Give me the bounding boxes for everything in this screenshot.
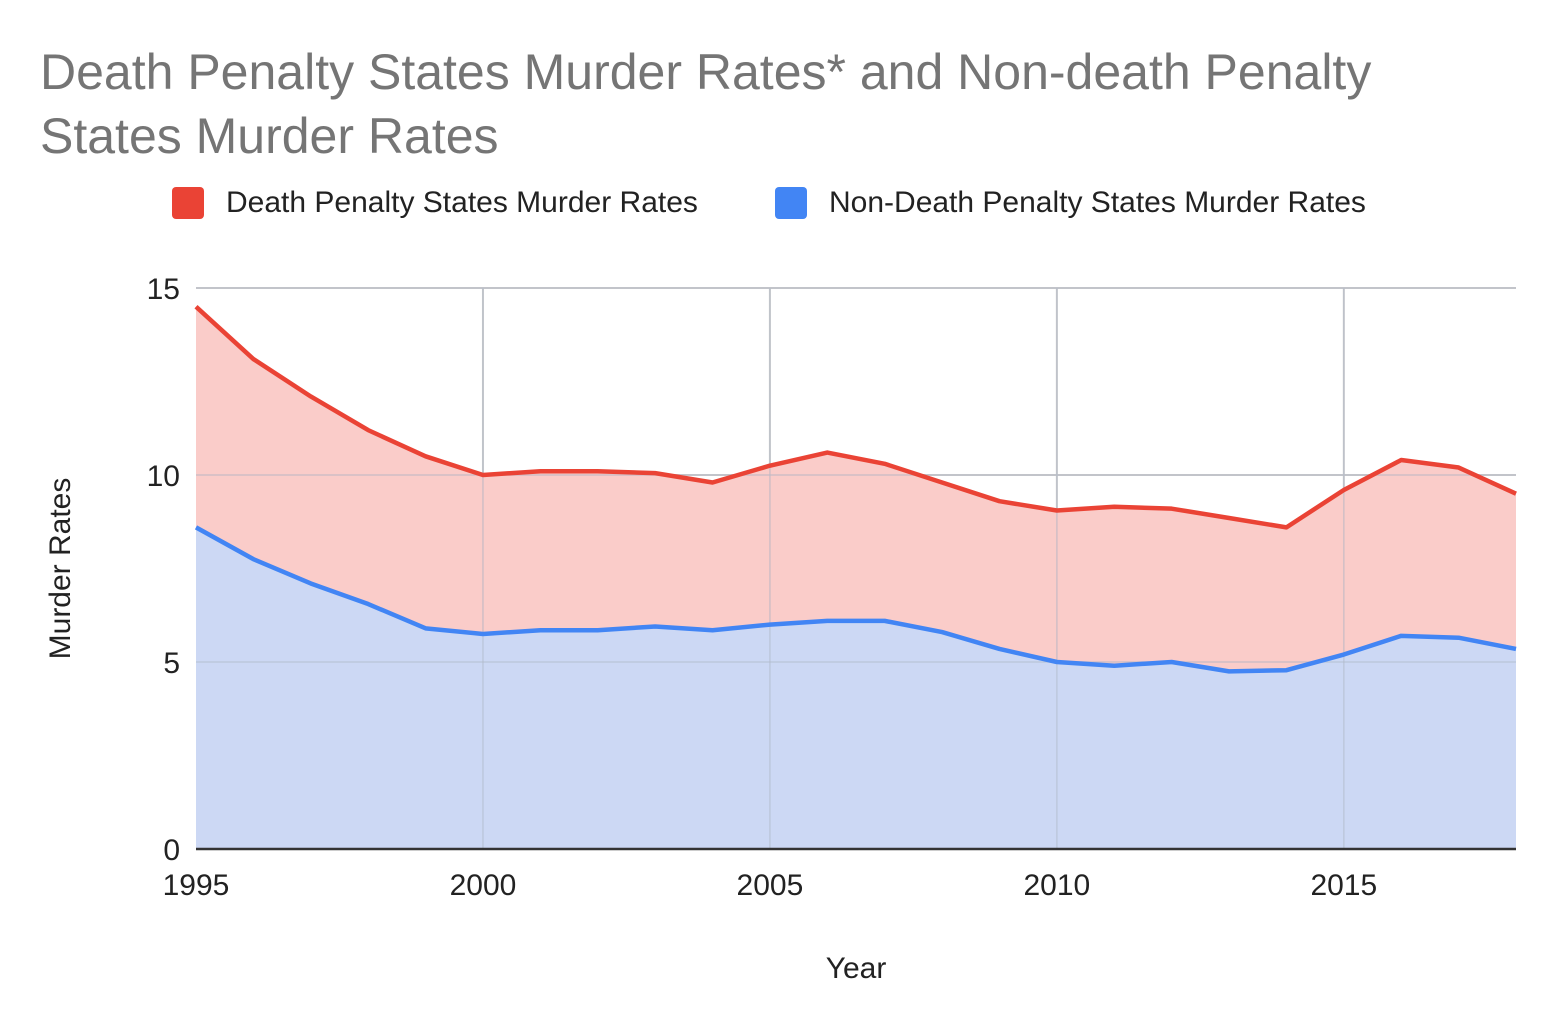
x-tick-label-2005: 2005 [737,869,804,902]
series-areas [196,287,1516,849]
chart-title: Death Penalty States Murder Rates* and N… [40,44,1372,164]
x-tick-label-2015: 2015 [1310,869,1377,902]
legend-label-non-death-penalty: Non-Death Penalty States Murder Rates [829,186,1366,219]
area-non-death-penalty [196,527,1516,849]
legend-swatch-death-penalty [172,187,204,219]
y-tick-label-15: 15 [147,273,180,306]
line-non-death-penalty [194,525,1517,674]
x-tick-label-2000: 2000 [450,869,517,902]
y-tick-label-0: 0 [163,834,180,867]
legend-label-death-penalty: Death Penalty States Murder Rates [226,186,698,219]
x-axis-label: Year [826,952,887,985]
y-tick-labels: 0 5 10 15 [147,273,180,867]
line-death-penalty [194,305,1517,530]
legend-item-death-penalty[interactable]: Death Penalty States Murder Rates [172,184,698,222]
legend-swatch-non-death-penalty [775,187,807,219]
x-tick-label-1995: 1995 [163,869,230,902]
y-tick-label-10: 10 [147,460,180,493]
y-axis-label: Murder Rates [44,478,77,660]
y-tick-label-5: 5 [163,647,180,680]
x-tick-labels: 1995 2000 2005 2010 2015 [163,869,1378,902]
legend-item-non-death-penalty[interactable]: Non-Death Penalty States Murder Rates [775,184,1366,222]
series-lines [194,305,1517,674]
x-tick-label-2010: 2010 [1023,869,1090,902]
